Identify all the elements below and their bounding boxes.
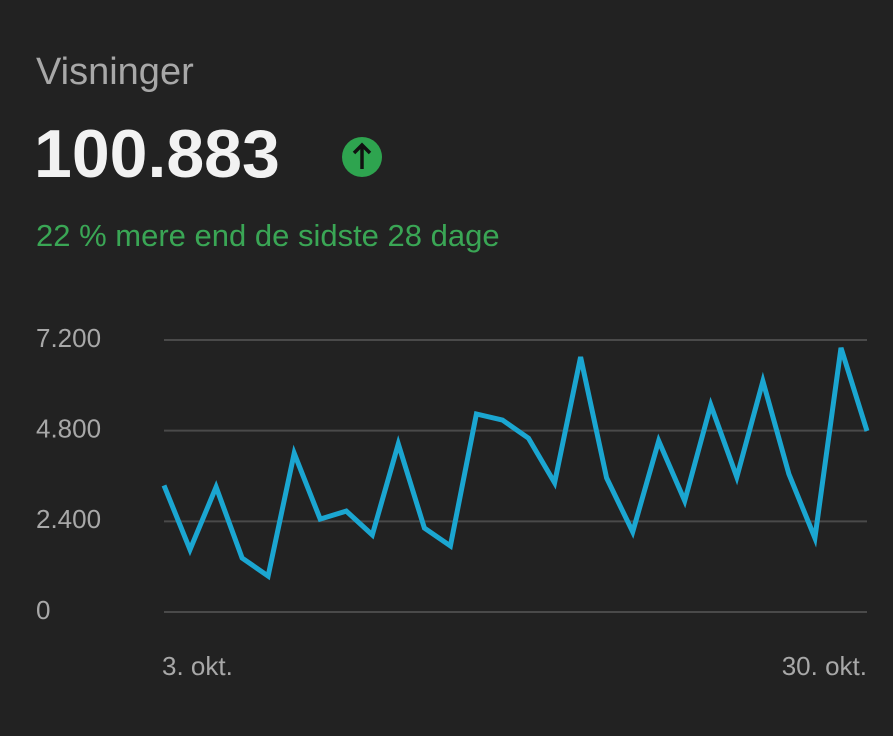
- y-tick-label: 7.200: [36, 323, 101, 353]
- data-line: [161, 347, 870, 581]
- card-title: Visninger: [36, 51, 194, 93]
- x-tick-label: 30. okt.: [782, 651, 867, 681]
- y-tick-label: 4.800: [36, 414, 101, 444]
- total-value: 100.883: [34, 116, 280, 192]
- subtitle: 22 % mere end de sidste 28 dage: [36, 218, 500, 253]
- y-tick-label: 2.400: [36, 504, 101, 534]
- trend-icon: [342, 137, 382, 177]
- y-tick-label: 0: [36, 595, 50, 625]
- x-tick-label: 3. okt.: [162, 651, 233, 681]
